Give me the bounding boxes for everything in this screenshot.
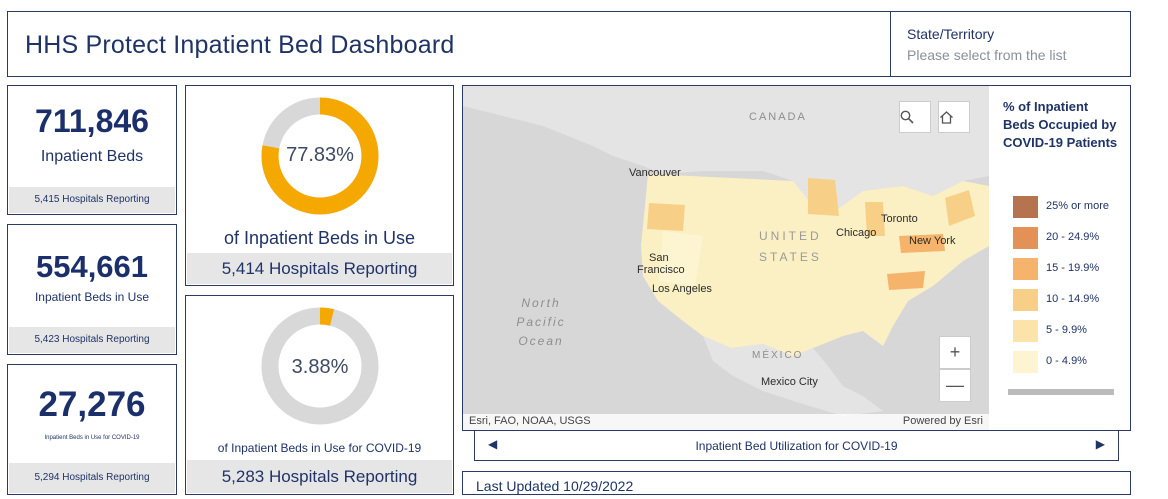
home-icon bbox=[940, 111, 953, 124]
usa-landmass bbox=[641, 174, 989, 356]
map-legend: % of Inpatient Beds Occupied by COVID-19… bbox=[989, 86, 1130, 430]
map-attribution: Esri, FAO, NOAA, USGS bbox=[469, 415, 591, 427]
legend-label: 20 - 24.9% bbox=[1046, 231, 1100, 243]
state-selector-label: State/Territory bbox=[907, 26, 995, 42]
michigan-region bbox=[865, 202, 885, 236]
city-label-vancouver: Vancouver bbox=[629, 167, 681, 179]
state-selector[interactable]: State/Territory Please select from the l… bbox=[890, 11, 1131, 77]
last-updated-text: Last Updated 10/29/2022 bbox=[476, 478, 634, 494]
zoom-out-button[interactable]: — bbox=[939, 369, 971, 402]
plus-icon: + bbox=[949, 342, 961, 362]
beds-in-use-percent: 77.83% bbox=[286, 144, 354, 166]
map-nav-next-button[interactable]: ▶ bbox=[1095, 437, 1105, 451]
mexico-landmass bbox=[703, 336, 883, 416]
new-england-region bbox=[945, 190, 975, 226]
california-region bbox=[659, 231, 703, 286]
beds-in-use-donut-card: 77.83% of Inpatient Beds in Use 5,414 Ho… bbox=[185, 85, 454, 286]
map-nav-label: Inpatient Bed Utilization for COVID-19 bbox=[695, 439, 898, 453]
beds-in-use-value: 554,661 bbox=[35, 249, 149, 284]
city-label-francisco: Francisco bbox=[637, 264, 685, 276]
beds-in-use-label: Inpatient Beds in Use bbox=[34, 290, 150, 304]
minus-icon: — bbox=[946, 375, 964, 395]
beds-in-use-card: 554,661 Inpatient Beds in Use 5,423 Hosp… bbox=[7, 224, 177, 355]
search-icon bbox=[900, 110, 914, 124]
donut-arc bbox=[261, 307, 379, 425]
pennsylvania-region bbox=[899, 234, 945, 253]
map-label-mexico: MÉXICO bbox=[752, 350, 804, 361]
legend-swatch bbox=[1013, 351, 1038, 373]
covid-donut-footer: 5,283 Hospitals Reporting bbox=[187, 460, 452, 493]
map-nav-prev-button[interactable]: ◀ bbox=[488, 437, 498, 451]
total-beds-label: Inpatient Beds bbox=[40, 148, 144, 165]
legend-label: 25% or more bbox=[1046, 200, 1109, 212]
total-beds-footer: 5,415 Hospitals Reporting bbox=[9, 187, 175, 213]
map-home-button[interactable] bbox=[938, 101, 970, 133]
covid-caption: of Inpatient Beds in Use for COVID-19 bbox=[217, 441, 422, 455]
beds-in-use-caption: of Inpatient Beds in Use bbox=[223, 228, 416, 248]
city-label-mexico-city: Mexico City bbox=[761, 376, 818, 388]
legend-swatch bbox=[1013, 289, 1038, 311]
minnesota-region bbox=[808, 178, 839, 216]
beds-in-use-donut bbox=[261, 97, 379, 215]
state-selector-placeholder[interactable]: Please select from the list bbox=[907, 47, 1067, 63]
powered-by-esri[interactable]: Powered by Esri bbox=[902, 415, 983, 427]
map-panel: CANADA UNITED STATES MÉXICO Vancouver Sa… bbox=[462, 85, 1131, 431]
legend-swatch bbox=[1013, 320, 1038, 342]
legend-label: 15 - 19.9% bbox=[1046, 262, 1100, 274]
legend-label: 0 - 4.9% bbox=[1046, 355, 1087, 367]
covid-beds-card: 27,276 Inpatient Beds in Use for COVID-1… bbox=[7, 364, 177, 495]
map-search-button[interactable] bbox=[899, 101, 931, 133]
city-label-new-york: New York bbox=[909, 235, 956, 247]
legend-swatch bbox=[1013, 258, 1038, 280]
map-nav-bar: ◀ Inpatient Bed Utilization for COVID-19… bbox=[474, 430, 1119, 461]
map-attribution-bar: Esri, FAO, NOAA, USGS Powered by Esri bbox=[463, 414, 989, 430]
covid-donut bbox=[261, 307, 379, 425]
oregon-region bbox=[647, 203, 685, 231]
page-title: HHS Protect Inpatient Bed Dashboard bbox=[25, 31, 455, 59]
zoom-in-button[interactable]: + bbox=[939, 336, 971, 369]
covid-donut-card: 3.88% of Inpatient Beds in Use for COVID… bbox=[185, 295, 454, 495]
legend-title: % of Inpatient Beds Occupied by COVID-19… bbox=[1003, 99, 1118, 150]
ocean-label-pacific: Pacific bbox=[516, 315, 566, 329]
city-label-chicago: Chicago bbox=[836, 227, 877, 239]
ocean-label-ocean: Ocean bbox=[518, 334, 564, 348]
map-label-states: STATES bbox=[759, 250, 822, 264]
last-updated-panel: Last Updated 10/29/2022 bbox=[462, 471, 1131, 495]
covid-percent: 3.88% bbox=[291, 356, 349, 378]
covid-beds-footer: 5,294 Hospitals Reporting bbox=[9, 463, 175, 493]
choropleth-map[interactable]: CANADA UNITED STATES MÉXICO Vancouver Sa… bbox=[463, 86, 989, 430]
header-panel: HHS Protect Inpatient Bed Dashboard bbox=[7, 11, 891, 77]
map-label-united: UNITED bbox=[759, 229, 822, 243]
legend-label: 5 - 9.9% bbox=[1046, 324, 1087, 336]
map-canvas bbox=[463, 86, 989, 416]
beds-in-use-donut-footer: 5,414 Hospitals Reporting bbox=[187, 253, 452, 284]
city-label-san: San bbox=[649, 252, 669, 264]
donut-arc bbox=[261, 97, 379, 215]
canada-landmass bbox=[463, 86, 989, 211]
legend-swatch bbox=[1013, 227, 1038, 249]
covid-beds-value: 27,276 bbox=[38, 385, 146, 424]
total-beds-value: 711,846 bbox=[35, 103, 149, 139]
map-label-canada: CANADA bbox=[749, 111, 807, 123]
legend-label: 10 - 14.9% bbox=[1046, 293, 1100, 305]
city-label-los-angeles: Los Angeles bbox=[652, 283, 712, 295]
covid-beds-label: Inpatient Beds in Use for COVID-19 bbox=[44, 435, 140, 441]
ocean-label-north: North bbox=[521, 296, 561, 310]
north-carolina-region bbox=[887, 271, 925, 290]
beds-in-use-footer: 5,423 Hospitals Reporting bbox=[9, 327, 175, 353]
city-label-toronto: Toronto bbox=[881, 213, 918, 225]
legend-scrollbar[interactable] bbox=[1008, 389, 1114, 395]
legend-swatch bbox=[1013, 196, 1038, 218]
total-beds-card: 711,846 Inpatient Beds 5,415 Hospitals R… bbox=[7, 85, 177, 215]
